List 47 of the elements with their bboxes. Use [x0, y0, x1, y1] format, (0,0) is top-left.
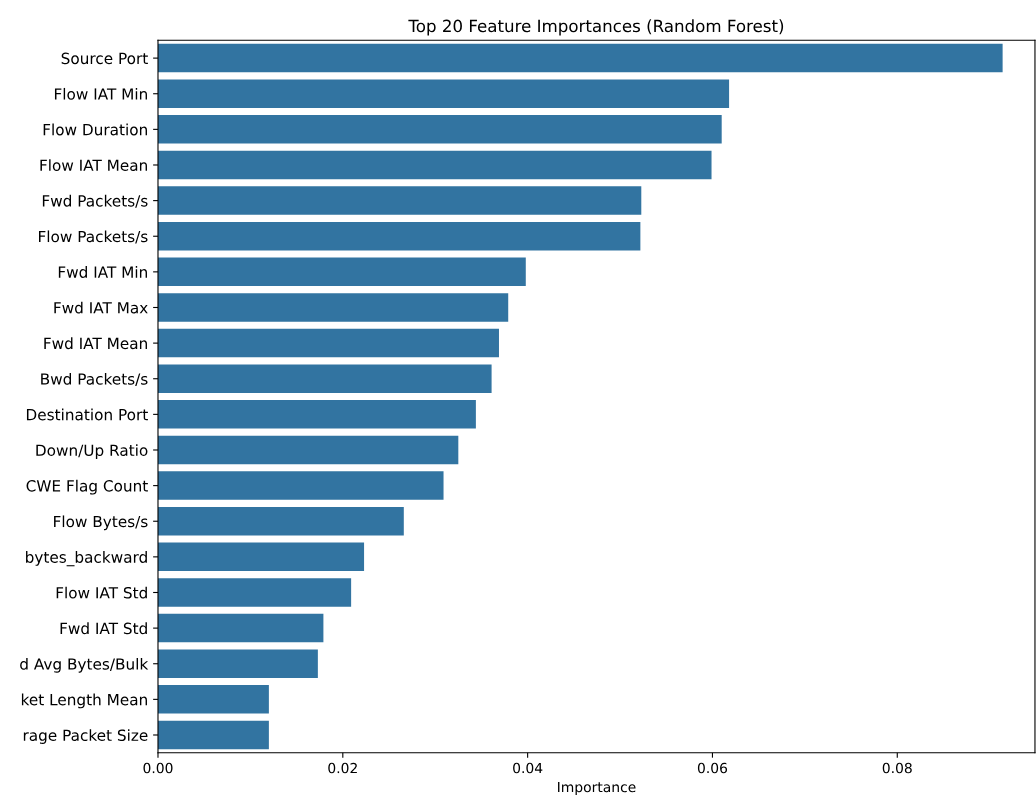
bar [157, 578, 352, 607]
bar [157, 542, 365, 572]
y-tick-label: rage Packet Size [23, 729, 148, 744]
y-tick-label: bytes_backward [26, 551, 147, 567]
y-tick-label: Down/Up Ratio [36, 444, 148, 459]
y-tick-label: CWE Flag Count [26, 479, 148, 495]
chart-title: Top 20 Feature Importances (Random Forest) [408, 19, 784, 36]
x-tick-label: 0.02 [328, 762, 357, 774]
y-tick-label: ket Length Mean [21, 693, 147, 709]
bar [157, 613, 324, 643]
bar [157, 79, 730, 108]
bar [157, 186, 642, 215]
y-tick-label: Fwd Packets/s [42, 194, 148, 208]
y-tick-label: Fwd IAT Min [58, 266, 147, 278]
bar [157, 43, 1003, 73]
bar [157, 257, 526, 287]
y-tick-label: Destination Port [26, 408, 148, 421]
y-tick-label: Flow IAT Min [54, 87, 147, 100]
y-tick-label: d Avg Bytes/Bulk [20, 657, 149, 673]
bar [157, 293, 509, 322]
bar [157, 115, 722, 144]
y-tick-label: Flow Packets/s [39, 230, 148, 244]
bar [157, 720, 269, 750]
y-tick-label: Fwd IAT Std [60, 622, 147, 635]
bar [157, 471, 444, 500]
bar [157, 649, 318, 678]
y-tick-label: Fwd IAT Max [54, 301, 148, 314]
bar [157, 328, 499, 358]
bar [157, 685, 269, 714]
x-tick-label: 0.08 [882, 762, 912, 774]
x-tick-label: 0.06 [697, 762, 728, 774]
y-tick-label: Flow IAT Mean [40, 159, 147, 172]
x-tick-label: 0.04 [513, 762, 543, 774]
bar [157, 400, 476, 429]
bar [157, 150, 712, 180]
x-axis-title: Importance [558, 781, 636, 795]
bar [157, 435, 459, 465]
bar [157, 506, 404, 536]
y-tick-label: Flow Bytes/s [54, 515, 148, 531]
y-tick-label: Source Port [61, 52, 148, 65]
y-tick-label: Flow IAT Std [56, 586, 147, 599]
y-tick-label: Fwd IAT Mean [44, 337, 147, 350]
bar [157, 221, 641, 251]
bar [157, 364, 492, 393]
x-tick-label: 0.00 [143, 762, 173, 774]
y-tick-label: Bwd Packets/s [41, 372, 148, 386]
y-tick-label: Flow Duration [43, 123, 147, 136]
